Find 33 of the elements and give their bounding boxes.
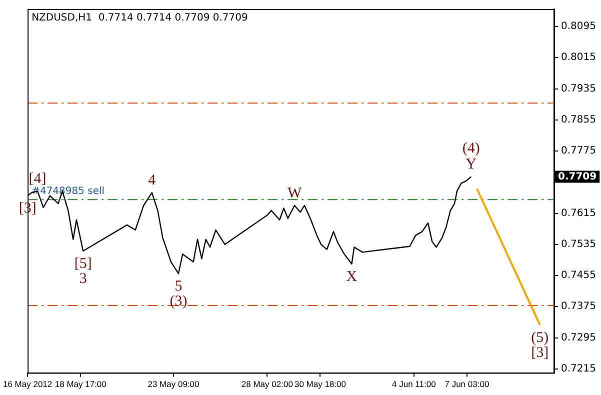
y-tick-label: 0.8095 <box>561 21 596 32</box>
y-tick-label: 0.7935 <box>561 83 596 94</box>
y-tick-label: 0.7455 <box>561 270 596 282</box>
y-tick-label: 0.7775 <box>561 146 596 157</box>
annotation: 4 <box>148 172 156 189</box>
annotation: X <box>346 268 358 285</box>
annotation: (4) <box>462 140 480 157</box>
y-tick-label: 0.7615 <box>561 208 596 219</box>
x-tick-label: 30 May 18:00 <box>294 379 346 390</box>
y-tick-label: 0.7215 <box>561 364 596 375</box>
y-tick-label: 0.7295 <box>561 332 596 344</box>
annotation: 3 <box>79 270 87 287</box>
y-tick-label: 0.7535 <box>561 238 596 250</box>
text: 0.7709 <box>558 171 597 182</box>
x-tick-label: 28 May 02:00 <box>241 379 294 390</box>
y-tick-label: 0.7855 <box>561 114 596 126</box>
annotation: (3) <box>170 294 188 310</box>
chart-title: NZDUSD,H1 0.7714 0.7714 0.7709 0.7709 <box>32 12 248 24</box>
annotation: W <box>287 185 302 202</box>
y-tick-label: 0.7375 <box>561 301 596 312</box>
annotation: [3] <box>531 344 549 361</box>
y-tick-label: 0.8015 <box>561 52 596 64</box>
annotation: 5 <box>174 278 182 295</box>
x-tick-label: 4 Jun 11:00 <box>392 379 436 390</box>
annotation: [5] <box>74 256 92 272</box>
annotation: Y <box>466 156 477 173</box>
x-tick-label: 23 May 09:00 <box>148 379 200 390</box>
annotation: (5) <box>531 330 549 346</box>
x-tick-label: 18 May 17:00 <box>54 379 107 390</box>
x-tick-label: 16 May 2012 <box>2 379 52 390</box>
x-tick-label: 7 Jun 03:00 <box>444 379 490 390</box>
ref-line-label: #4748985 sell <box>32 186 105 198</box>
annotation: [4] <box>28 171 46 188</box>
